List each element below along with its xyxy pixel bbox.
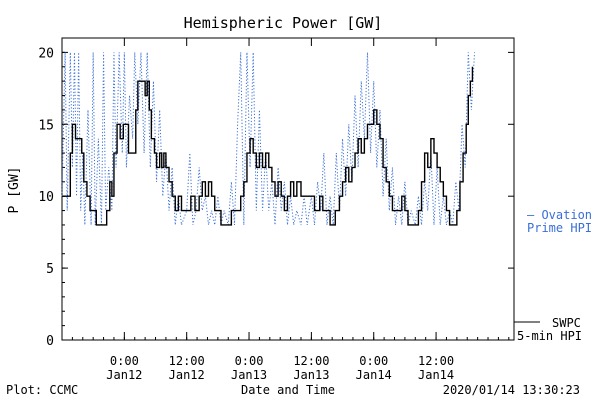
y-tick-label: 15 xyxy=(38,118,54,133)
series-line-ovation xyxy=(61,52,476,226)
x-tick-label-date: Jan13 xyxy=(293,368,329,382)
x-tick-label-time: 12:00 xyxy=(418,354,454,368)
series-line-swpc xyxy=(62,66,474,226)
x-tick-label-time: 0:00 xyxy=(110,354,139,368)
legend: — Ovation Prime HPI SWPC 5-min HPI xyxy=(514,208,592,343)
x-axis-label: Date and Time xyxy=(241,383,335,397)
x-tick-label-date: Jan14 xyxy=(418,368,454,382)
legend-ovation-line1: — Ovation xyxy=(527,208,592,222)
chart-title: Hemispheric Power [GW] xyxy=(184,14,383,32)
plot-frame xyxy=(61,37,515,341)
x-tick-label-time: 0:00 xyxy=(359,354,388,368)
x-tick-label-time: 12:00 xyxy=(169,354,205,368)
x-tick-label-date: Jan12 xyxy=(106,368,142,382)
legend-swpc-line1: SWPC xyxy=(552,316,581,330)
x-tick-label-date: Jan13 xyxy=(231,368,267,382)
y-tick-label: 20 xyxy=(38,46,54,61)
legend-ovation-line2: Prime HPI xyxy=(527,221,592,235)
x-tick-label-time: 12:00 xyxy=(293,354,329,368)
y-tick-label: 10 xyxy=(38,190,54,205)
footer-plot-source: Plot: CCMC xyxy=(6,383,78,397)
y-tick-label: 5 xyxy=(46,262,54,277)
series-layer xyxy=(61,52,476,226)
x-tick-label-time: 0:00 xyxy=(235,354,264,368)
y-axis-label: P [GW] xyxy=(7,167,22,214)
legend-swpc-line2: 5-min HPI xyxy=(517,329,582,343)
x-tick-label-date: Jan12 xyxy=(169,368,205,382)
footer: Plot: CCMC Date and Time 2020/01/14 13:3… xyxy=(6,383,580,397)
y-tick-label: 0 xyxy=(46,334,54,349)
x-tick-label-date: Jan14 xyxy=(356,368,392,382)
x-ticks: 0:00Jan1212:00Jan120:00Jan1312:00Jan130:… xyxy=(61,38,510,382)
footer-timestamp: 2020/01/14 13:30:23 xyxy=(443,383,580,397)
